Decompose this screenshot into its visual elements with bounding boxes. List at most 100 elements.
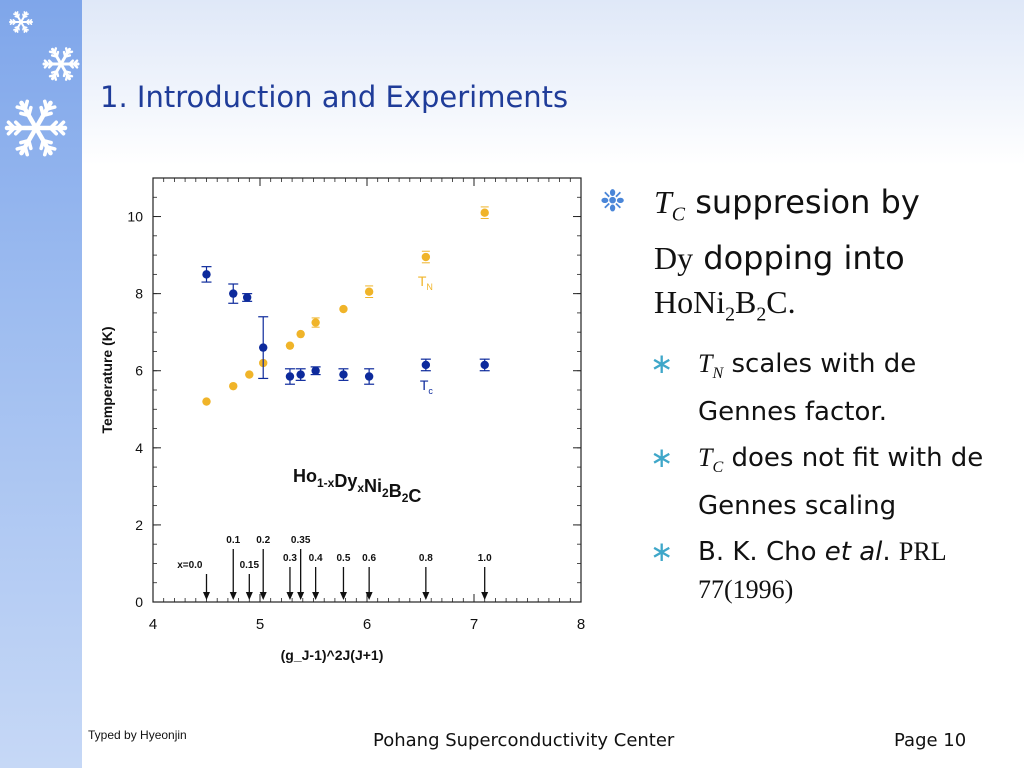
bullet-item-tn: ∗ TN scales with de Gennes factor. <box>600 345 1010 431</box>
asterisk-bullet-icon: ∗ <box>650 535 674 569</box>
dy-element: Dy <box>654 240 694 277</box>
composition-label: 0.1 <box>226 535 240 546</box>
composition-label: 1.0 <box>478 553 492 564</box>
arrow-head <box>481 592 489 600</box>
tn-point <box>480 208 489 217</box>
compound-subscript: x <box>357 481 364 495</box>
composition-label: 0.6 <box>362 553 376 564</box>
compound-subscript: 2 <box>402 491 409 505</box>
main-text-1: suppresion by <box>685 183 920 221</box>
bullet-list: ❉ TC suppresion by Dy dopping into HoNi2… <box>600 180 1010 609</box>
snowflake-icon <box>4 99 68 157</box>
tc-point <box>421 360 431 370</box>
tc-point <box>229 289 238 298</box>
y-tick-label: 8 <box>135 286 143 302</box>
snowflake-branch <box>66 50 74 55</box>
compound-subscript: 2 <box>382 486 389 500</box>
main-text-2: dopping into <box>693 239 905 278</box>
snowflake-branch <box>41 111 53 118</box>
compound-c: C. <box>766 284 796 321</box>
snowflake-branch <box>55 126 66 136</box>
compound-sub-1: 2 <box>725 303 736 326</box>
reference-journal: PRL 77(1996) <box>698 537 946 605</box>
snowflake-branch <box>55 50 60 58</box>
tc-symbol: T <box>698 442 713 472</box>
tn-point <box>229 381 238 391</box>
composition-label: 0.35 <box>291 535 311 546</box>
composition-label: 0.15 <box>240 560 260 571</box>
snowflake-branch <box>16 11 19 16</box>
compound-part: Ni <box>364 476 382 496</box>
composition-label: 0.8 <box>419 553 433 564</box>
tc-point <box>480 360 489 370</box>
tc-point <box>296 370 305 379</box>
bullet-text: scales with de Gennes factor. <box>698 348 917 427</box>
tc-subscript: C <box>712 459 724 477</box>
arrow-head <box>229 592 237 600</box>
x-tick-label: 4 <box>149 616 157 633</box>
tn-point <box>364 287 374 296</box>
tc-point <box>339 370 348 379</box>
compound-part: Dy <box>334 471 357 491</box>
snowflake-branch <box>13 28 18 31</box>
snowflake-decoration <box>4 11 80 157</box>
snowflake-branch <box>48 73 56 78</box>
x-tick-label: 7 <box>470 616 478 633</box>
snowflake-branch <box>15 145 27 151</box>
y-tick-label: 10 <box>127 209 143 225</box>
y-axis-label: Temperature (K) <box>99 326 115 433</box>
bullet-item-reference: ∗ B. K. Cho et al. PRL 77(1996) <box>600 533 1010 609</box>
tn-series-label: TN <box>418 273 433 292</box>
snowflake-branch <box>14 25 20 29</box>
reference-etal: et al <box>824 537 883 568</box>
snowflake-branch <box>53 47 58 55</box>
tn-point <box>339 304 348 314</box>
snowflake-branch <box>22 25 25 31</box>
plot-frame <box>152 177 582 603</box>
tc-symbol: T <box>654 184 672 220</box>
snowflake-branch <box>12 19 17 23</box>
arrow-head <box>365 592 373 600</box>
slide-title: 1. Introduction and Experiments <box>100 80 569 114</box>
snowflake-branch <box>42 145 49 157</box>
composition-label: 0.5 <box>337 553 351 564</box>
compound-part: B <box>389 481 402 501</box>
tc-point <box>242 293 252 302</box>
compound-subscript: 1-x <box>317 476 335 490</box>
snowflake-branch <box>45 105 57 111</box>
tc-point <box>311 366 320 375</box>
snowflake-branch <box>62 70 67 78</box>
y-tick-label: 0 <box>135 594 143 610</box>
header-background <box>82 0 1024 165</box>
snowflake-branch <box>64 73 69 81</box>
arrow-head <box>422 592 430 600</box>
asterisk-bullet-icon: ❉ <box>600 184 626 219</box>
arrow-head <box>312 592 320 600</box>
composition-label: 0.3 <box>283 553 297 564</box>
tn-point <box>285 341 295 350</box>
snowflake-branch <box>72 62 79 69</box>
snowflake-branch <box>24 13 29 16</box>
composition-label: 0.2 <box>256 535 270 546</box>
snowflake-branch <box>64 54 72 58</box>
footer-typed-by: Typed by Hyeonjin <box>88 728 187 742</box>
snowflake-branch <box>47 59 54 66</box>
bullet-item-tc: ∗ TC does not fit with de Gennes scaling <box>600 439 1010 525</box>
reference-dot: . <box>882 537 899 568</box>
snowflake-branch <box>39 138 46 151</box>
tn-point <box>311 318 320 327</box>
y-tick-label: 4 <box>135 440 143 456</box>
x-tick-label: 6 <box>363 616 371 633</box>
tc-point <box>259 343 268 352</box>
snowflake-icon <box>9 11 33 33</box>
arrow-head <box>245 592 253 600</box>
asterisk-bullet-icon: ∗ <box>650 440 674 474</box>
tn-point <box>245 370 254 379</box>
snowflake-branch <box>43 59 50 66</box>
tn-symbol: T <box>698 348 713 378</box>
tc-subscript: C <box>671 203 686 226</box>
tc-label-sub: c <box>428 386 433 396</box>
snowflake-branch <box>26 105 33 118</box>
tn-point <box>421 252 431 262</box>
compound-ho-ni: HoNi <box>654 284 726 321</box>
